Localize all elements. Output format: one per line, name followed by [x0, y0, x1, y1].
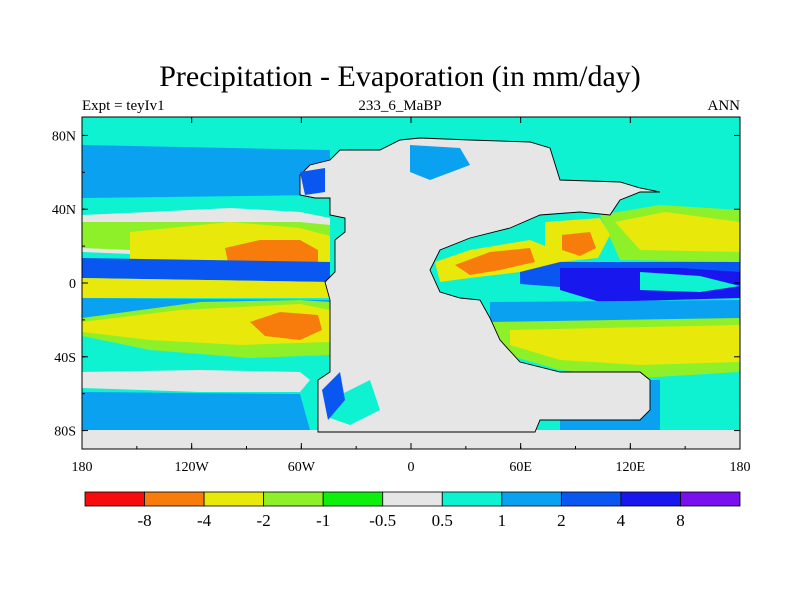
colorbar-label: -4	[197, 511, 212, 530]
tethys-north-orange	[455, 248, 535, 275]
colorbar-swatch	[263, 491, 324, 507]
colorbar-swatch	[203, 491, 265, 507]
colorbar-swatch	[501, 491, 562, 507]
pacific-south-orange	[250, 312, 322, 340]
lat-tick-label: 80N	[52, 129, 76, 144]
lon-tick-label: 180	[72, 460, 93, 475]
lon-tick-label: 120W	[175, 460, 210, 475]
lon-tick-label: 60W	[288, 460, 316, 475]
lat-tick-label: 40N	[52, 203, 76, 218]
pacific-south-dry	[82, 370, 310, 392]
south-land-cyan	[330, 380, 380, 425]
colorbar-label: 4	[617, 511, 626, 530]
experiment-label: Expt = teyIv1	[82, 98, 165, 114]
colorbar-label: 0.5	[432, 511, 453, 530]
longitude-axis: 180 120W 60W 0 60E 120E 180	[72, 117, 751, 475]
season-label: ANN	[707, 98, 741, 114]
north-land-blue	[410, 145, 470, 180]
pacific-itcz	[82, 258, 330, 282]
colorbar-swatch	[382, 491, 443, 507]
colorbar-swatch	[322, 491, 384, 507]
colorbar-label: 2	[557, 511, 566, 530]
lat-tick-label: 0	[69, 277, 76, 292]
lon-tick-label: 0	[408, 460, 415, 475]
east-ocean-yellow	[615, 212, 740, 252]
colorbar-swatch	[680, 491, 741, 507]
tethys-south-blue	[490, 300, 740, 322]
colorbar-label: -0.5	[369, 511, 396, 530]
tethys-itcz-gap	[640, 272, 740, 292]
lon-tick-label: 120E	[616, 460, 646, 475]
lat-tick-label: 80S	[54, 425, 76, 440]
time-label: 233_6_MaBP	[358, 98, 442, 114]
colorbar-label: -2	[257, 511, 271, 530]
asia-east-orange	[562, 232, 596, 256]
colorbar-swatch	[84, 491, 145, 507]
colorbar-label: -8	[137, 511, 151, 530]
colorbar-swatch	[560, 491, 622, 507]
colorbar: -8 -4 -2 -1 -0.5 0.5 1 2 4 8	[84, 491, 741, 530]
colorbar-swatch	[620, 491, 681, 507]
latitude-axis: 80N 40N 0 40S 80S	[52, 129, 740, 440]
colorbar-label: -1	[316, 511, 330, 530]
lat-tick-label: 40S	[54, 351, 76, 366]
pacific-north-band	[82, 145, 330, 198]
lon-tick-label: 60E	[509, 460, 532, 475]
colorbar-swatch	[441, 491, 503, 507]
pacific-equator-yellow	[82, 278, 330, 298]
pangea-landmass	[299, 137, 661, 433]
northwest-land-blue	[300, 168, 325, 195]
southern-ocean-blue	[82, 392, 310, 432]
antarctic-dry	[82, 430, 740, 449]
plot-title: Precipitation - Evaporation (in mm/day)	[159, 60, 641, 93]
colorbar-label: 8	[676, 511, 685, 530]
colorbar-swatch	[144, 491, 205, 507]
lon-tick-label: 180	[730, 460, 751, 475]
tethys-south-yellow	[510, 325, 740, 365]
south-land-blue	[322, 372, 345, 420]
colorbar-label: 1	[498, 511, 507, 530]
